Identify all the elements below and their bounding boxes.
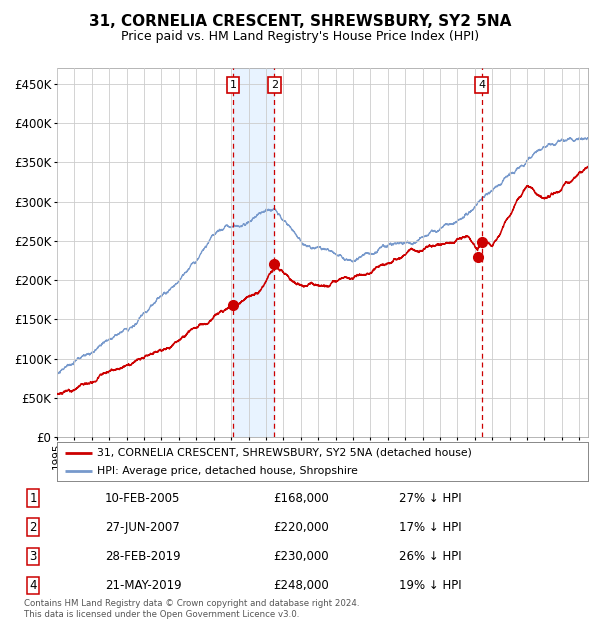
Text: 17% ↓ HPI: 17% ↓ HPI xyxy=(399,521,461,534)
Text: Contains HM Land Registry data © Crown copyright and database right 2024.
This d: Contains HM Land Registry data © Crown c… xyxy=(24,600,359,619)
Text: 1: 1 xyxy=(230,80,236,90)
Text: 2: 2 xyxy=(29,521,37,534)
Bar xyxy=(233,68,274,437)
Text: 27-JUN-2007: 27-JUN-2007 xyxy=(105,521,180,534)
Text: 28-FEB-2019: 28-FEB-2019 xyxy=(105,550,181,563)
Text: £168,000: £168,000 xyxy=(273,492,329,505)
Text: £230,000: £230,000 xyxy=(273,550,329,563)
Text: Price paid vs. HM Land Registry's House Price Index (HPI): Price paid vs. HM Land Registry's House … xyxy=(121,30,479,43)
Text: 4: 4 xyxy=(29,579,37,592)
Text: 2: 2 xyxy=(271,80,278,90)
Text: 31, CORNELIA CRESCENT, SHREWSBURY, SY2 5NA (detached house): 31, CORNELIA CRESCENT, SHREWSBURY, SY2 5… xyxy=(97,448,472,458)
Text: 31, CORNELIA CRESCENT, SHREWSBURY, SY2 5NA: 31, CORNELIA CRESCENT, SHREWSBURY, SY2 5… xyxy=(89,14,511,29)
Text: 19% ↓ HPI: 19% ↓ HPI xyxy=(399,579,461,592)
Text: 21-MAY-2019: 21-MAY-2019 xyxy=(105,579,182,592)
Text: 4: 4 xyxy=(478,80,485,90)
Text: 26% ↓ HPI: 26% ↓ HPI xyxy=(399,550,461,563)
Text: 27% ↓ HPI: 27% ↓ HPI xyxy=(399,492,461,505)
Text: 3: 3 xyxy=(29,550,37,563)
Text: 10-FEB-2005: 10-FEB-2005 xyxy=(105,492,181,505)
Text: £220,000: £220,000 xyxy=(273,521,329,534)
Text: £248,000: £248,000 xyxy=(273,579,329,592)
Text: HPI: Average price, detached house, Shropshire: HPI: Average price, detached house, Shro… xyxy=(97,466,358,476)
Text: 1: 1 xyxy=(29,492,37,505)
